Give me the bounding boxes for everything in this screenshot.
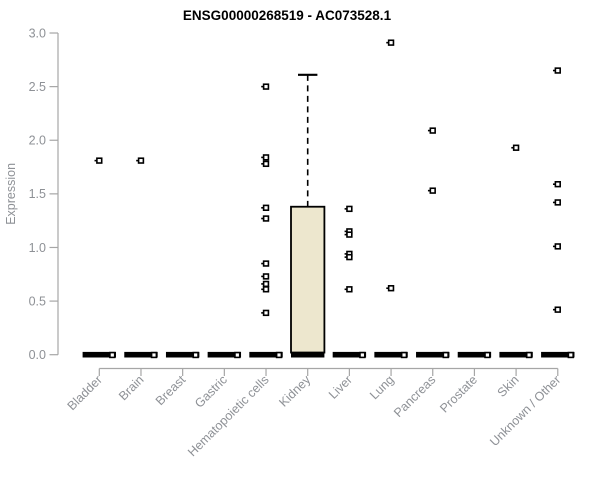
x-tick-label: Gastric <box>192 373 230 411</box>
x-tick-label: Breast <box>153 372 189 408</box>
zero-data-point <box>525 351 533 359</box>
y-axis-title: Expression <box>4 163 18 225</box>
zero-median-bar <box>249 351 283 358</box>
x-tick-label: Skin <box>495 373 522 400</box>
zero-data-point <box>150 351 158 359</box>
data-point <box>262 154 270 161</box>
x-tick-label: Brain <box>116 373 147 404</box>
x-tick-label: Unknown / Other <box>487 373 563 449</box>
data-point <box>262 286 270 293</box>
x-tick-label: Bladder <box>65 373 105 413</box>
data-point <box>429 187 436 194</box>
x-tick-label: Kidney <box>276 372 313 409</box>
data-point <box>554 306 561 313</box>
zero-data-point <box>442 351 449 359</box>
zero-data-point <box>275 351 283 359</box>
data-point <box>512 144 520 151</box>
data-point <box>554 67 561 74</box>
x-tick-label: Prostate <box>437 373 480 416</box>
y-tick-label: 3.0 <box>29 26 46 40</box>
data-point <box>262 309 270 317</box>
x-tick-label: Liver <box>326 373 355 402</box>
box <box>290 205 326 354</box>
data-point <box>137 157 145 164</box>
zero-median-bar <box>124 351 158 358</box>
data-point <box>346 205 353 213</box>
y-tick-label: 2.5 <box>29 80 46 94</box>
zero-median-bar <box>332 351 367 358</box>
zero-data-point <box>484 351 491 359</box>
zero-data-point <box>234 351 241 359</box>
data-point <box>387 285 395 292</box>
data-point <box>346 231 353 238</box>
data-point <box>262 280 270 288</box>
x-tick-label: Hematopoietic cells <box>185 373 272 460</box>
y-tick-label: 0.5 <box>29 294 46 308</box>
data-point <box>262 160 270 168</box>
zero-median-bar <box>416 351 450 358</box>
data-point <box>262 83 270 90</box>
data-point <box>262 215 270 222</box>
data-point <box>96 157 103 164</box>
x-tick-label: Pancreas <box>391 373 438 420</box>
box-median-bar <box>291 351 325 358</box>
zero-median-bar <box>165 351 200 358</box>
y-tick-label: 2.0 <box>29 134 46 148</box>
zero-median-bar <box>541 351 575 358</box>
zero-data-point <box>567 351 574 359</box>
zero-data-point <box>359 351 366 359</box>
zero-median-bar <box>457 351 492 358</box>
data-point <box>262 204 270 211</box>
data-point <box>346 253 353 261</box>
y-tick-label: 0.0 <box>29 348 46 362</box>
zero-data-point <box>109 351 116 359</box>
zero-data-point <box>192 351 199 359</box>
data-point <box>554 181 561 188</box>
data-point <box>554 243 561 250</box>
zero-data-point <box>400 351 408 359</box>
zero-median-bar <box>499 351 533 358</box>
zero-median-bar <box>82 351 116 358</box>
chart-title: ENSG00000268519 - AC073528.1 <box>182 8 392 23</box>
zero-median-bar <box>207 351 242 358</box>
data-point <box>262 273 270 280</box>
data-point <box>262 260 270 267</box>
data-point <box>554 199 561 206</box>
data-point <box>429 127 436 134</box>
data-point <box>387 39 395 46</box>
x-tick-label: Lung <box>367 373 397 403</box>
y-tick-label: 1.5 <box>29 187 46 201</box>
y-tick-label: 1.0 <box>29 241 46 255</box>
data-point <box>346 286 353 293</box>
zero-median-bar <box>374 351 408 358</box>
